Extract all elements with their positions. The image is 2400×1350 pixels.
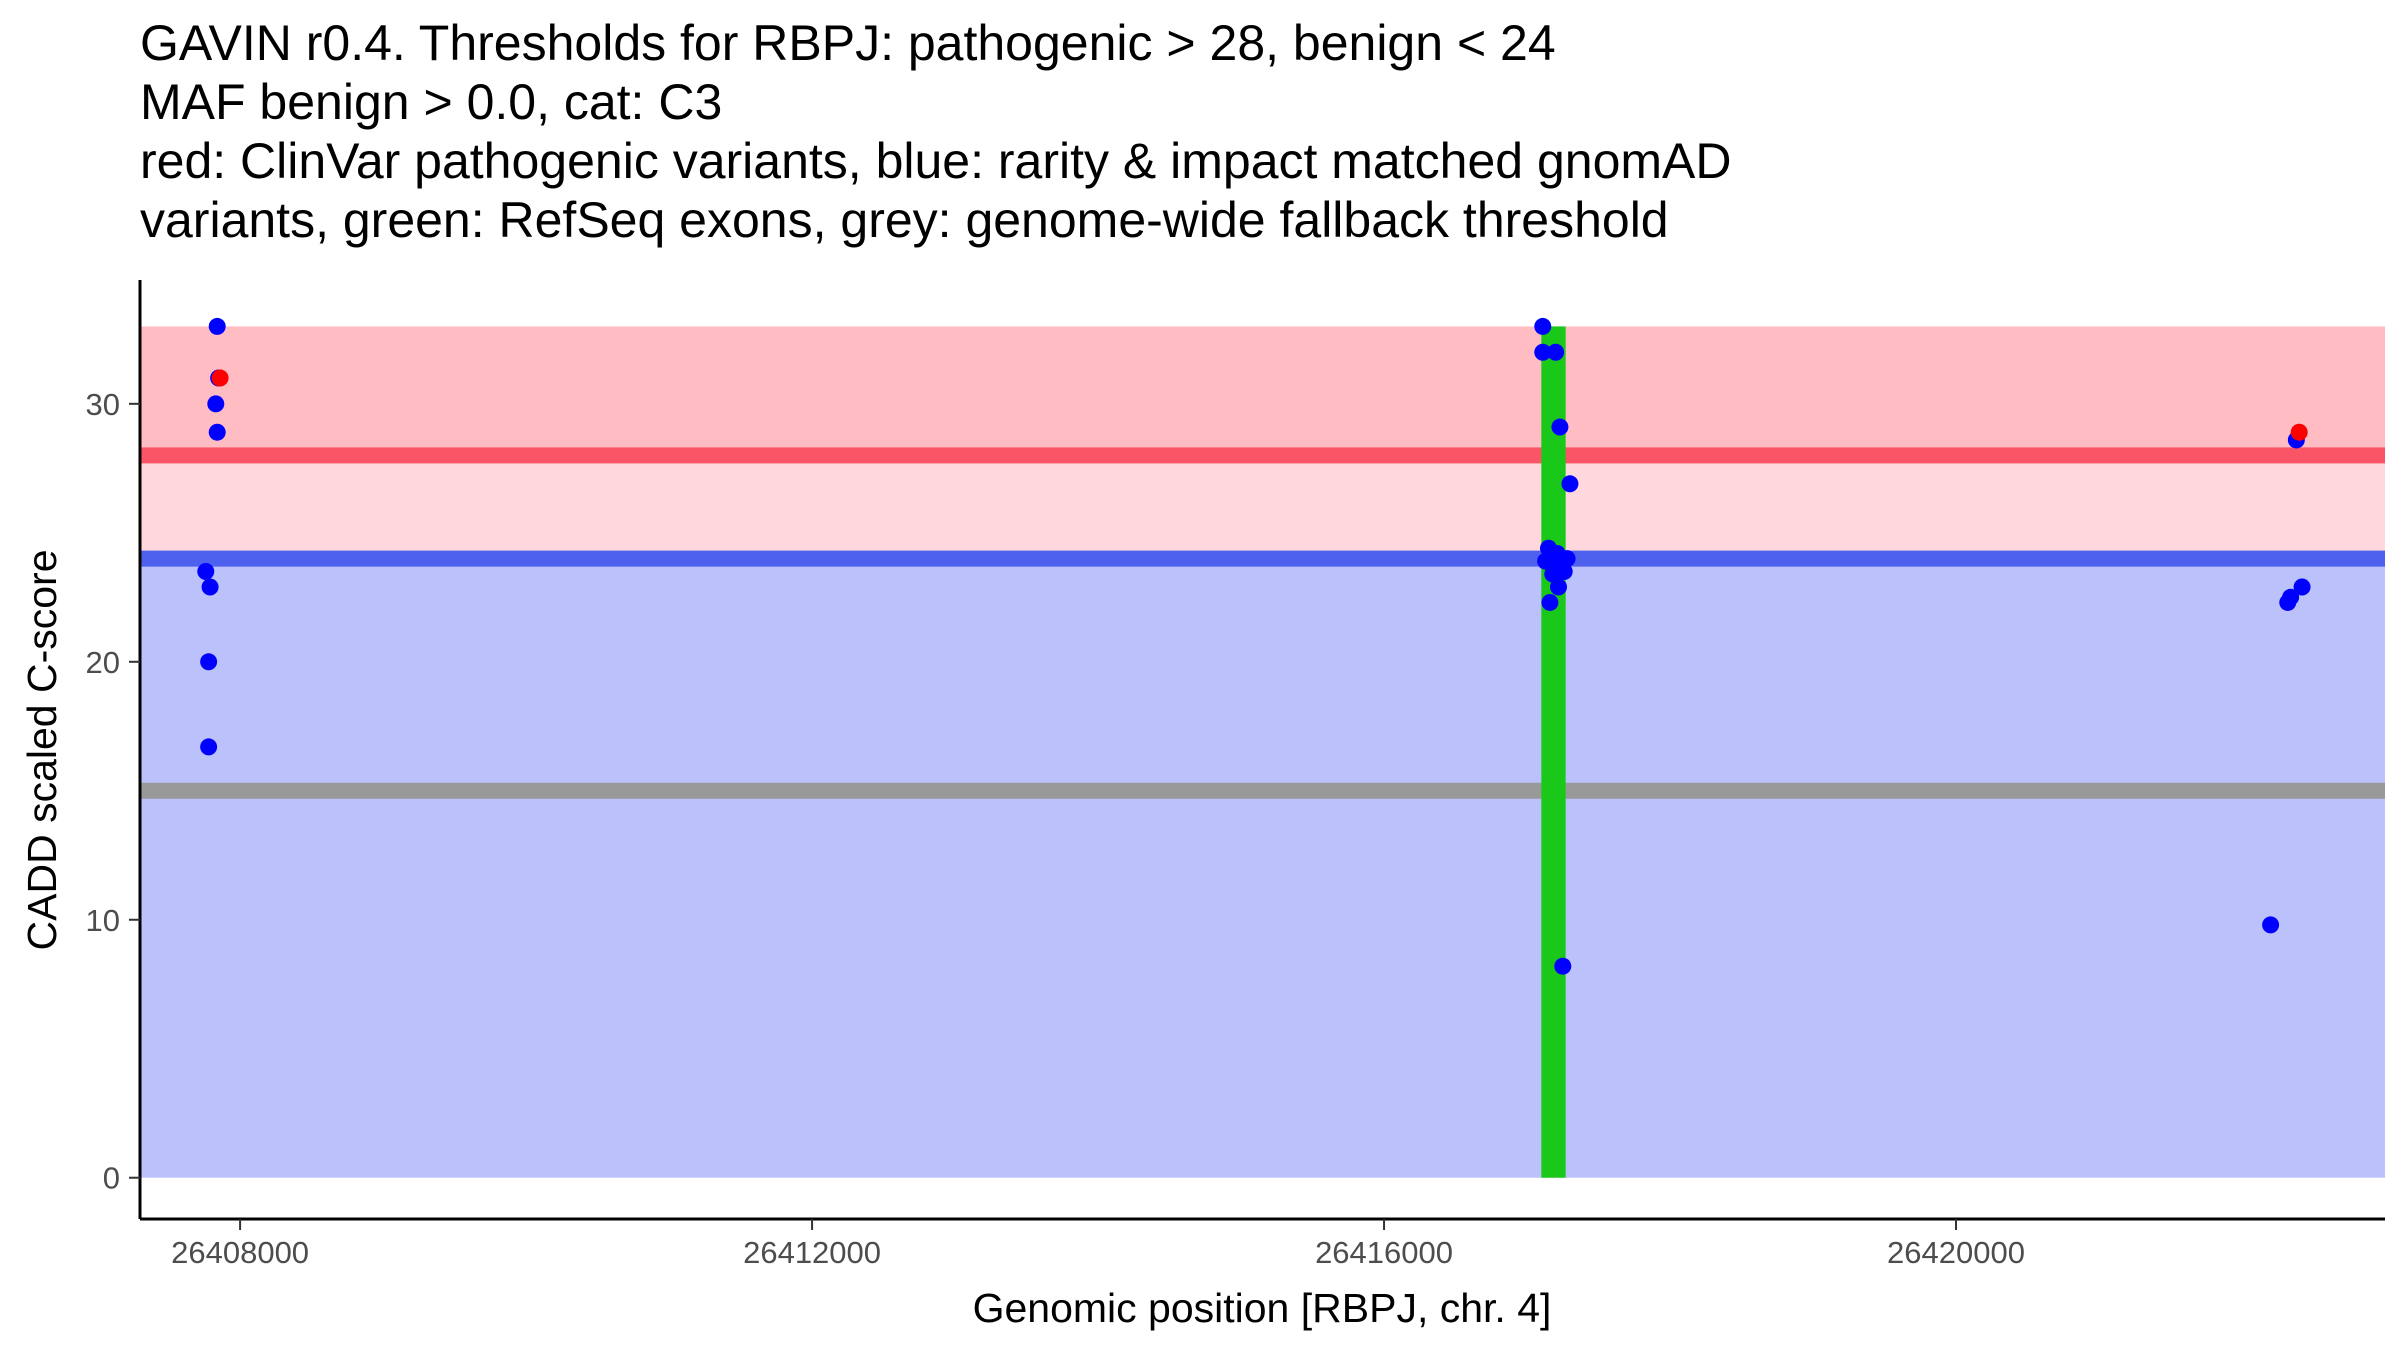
- title-line-3: red: ClinVar pathogenic variants, blue: …: [140, 133, 1731, 189]
- title-line-2: MAF benign > 0.0, cat: C3: [140, 74, 722, 130]
- pathogenic-threshold: [141, 447, 2385, 464]
- x-axis-ticks: 26408000 26412000 26416000 26420000: [171, 1219, 2025, 1270]
- x-tick-label: 26412000: [743, 1235, 881, 1270]
- y-axis-ticks: 0 10 20 30: [86, 387, 140, 1196]
- gnomad-variant-point: [200, 653, 218, 671]
- x-axis-title: Genomic position [RBPJ, chr. 4]: [973, 1285, 1552, 1331]
- threshold-lines: [141, 447, 2385, 799]
- benign-threshold: [141, 550, 2385, 567]
- benign-region: [141, 558, 2385, 1178]
- y-tick-label: 10: [86, 903, 120, 938]
- gnomad-variant-point: [1534, 317, 1552, 335]
- title-line-1: GAVIN r0.4. Thresholds for RBPJ: pathoge…: [140, 15, 1556, 71]
- gnomad-variant-point: [1551, 418, 1569, 436]
- gnomad-variant-point: [200, 738, 218, 756]
- intermediate-region: [141, 455, 2385, 559]
- fallback-threshold: [141, 782, 2385, 799]
- gnomad-variant-point: [2293, 578, 2311, 596]
- y-tick-label: 30: [86, 387, 120, 422]
- x-tick-label: 26408000: [171, 1235, 309, 1270]
- data-points: [197, 317, 2311, 975]
- gnomad-variant-point: [208, 317, 226, 335]
- gnomad-variant-point: [1561, 475, 1579, 493]
- clinvar-variant-point: [2290, 423, 2308, 441]
- x-tick-label: 26420000: [1887, 1235, 2025, 1270]
- exon-bars: [1541, 326, 1566, 1178]
- gnomad-variant-point: [1541, 593, 1559, 611]
- gnomad-variant-point: [1549, 578, 1567, 596]
- gnomad-variant-point: [197, 563, 215, 581]
- y-axis-title: CADD scaled C-score: [19, 550, 65, 951]
- exon-bar-1: [1541, 326, 1566, 1178]
- x-tick-label: 26416000: [1315, 1235, 1453, 1270]
- plot-regions: [141, 326, 2385, 1178]
- gnomad-variant-point: [1544, 565, 1562, 583]
- gnomad-variant-point: [1534, 343, 1552, 361]
- pathogenic-region: [141, 326, 2385, 456]
- chart-title: GAVIN r0.4. Thresholds for RBPJ: pathoge…: [140, 15, 1731, 248]
- clinvar-variant-point: [211, 369, 229, 387]
- title-line-4: variants, green: RefSeq exons, grey: gen…: [140, 192, 1669, 248]
- y-tick-label: 0: [103, 1161, 120, 1196]
- gnomad-variant-point: [2262, 916, 2280, 934]
- gnomad-variant-point: [201, 578, 219, 596]
- gnomad-variant-point: [207, 395, 225, 413]
- gnomad-variant-point: [1554, 957, 1572, 975]
- gnomad-variant-point: [2279, 593, 2297, 611]
- gnomad-variant-point: [208, 423, 226, 441]
- y-tick-label: 20: [86, 645, 120, 680]
- gnomad-variant-point: [1547, 343, 1565, 361]
